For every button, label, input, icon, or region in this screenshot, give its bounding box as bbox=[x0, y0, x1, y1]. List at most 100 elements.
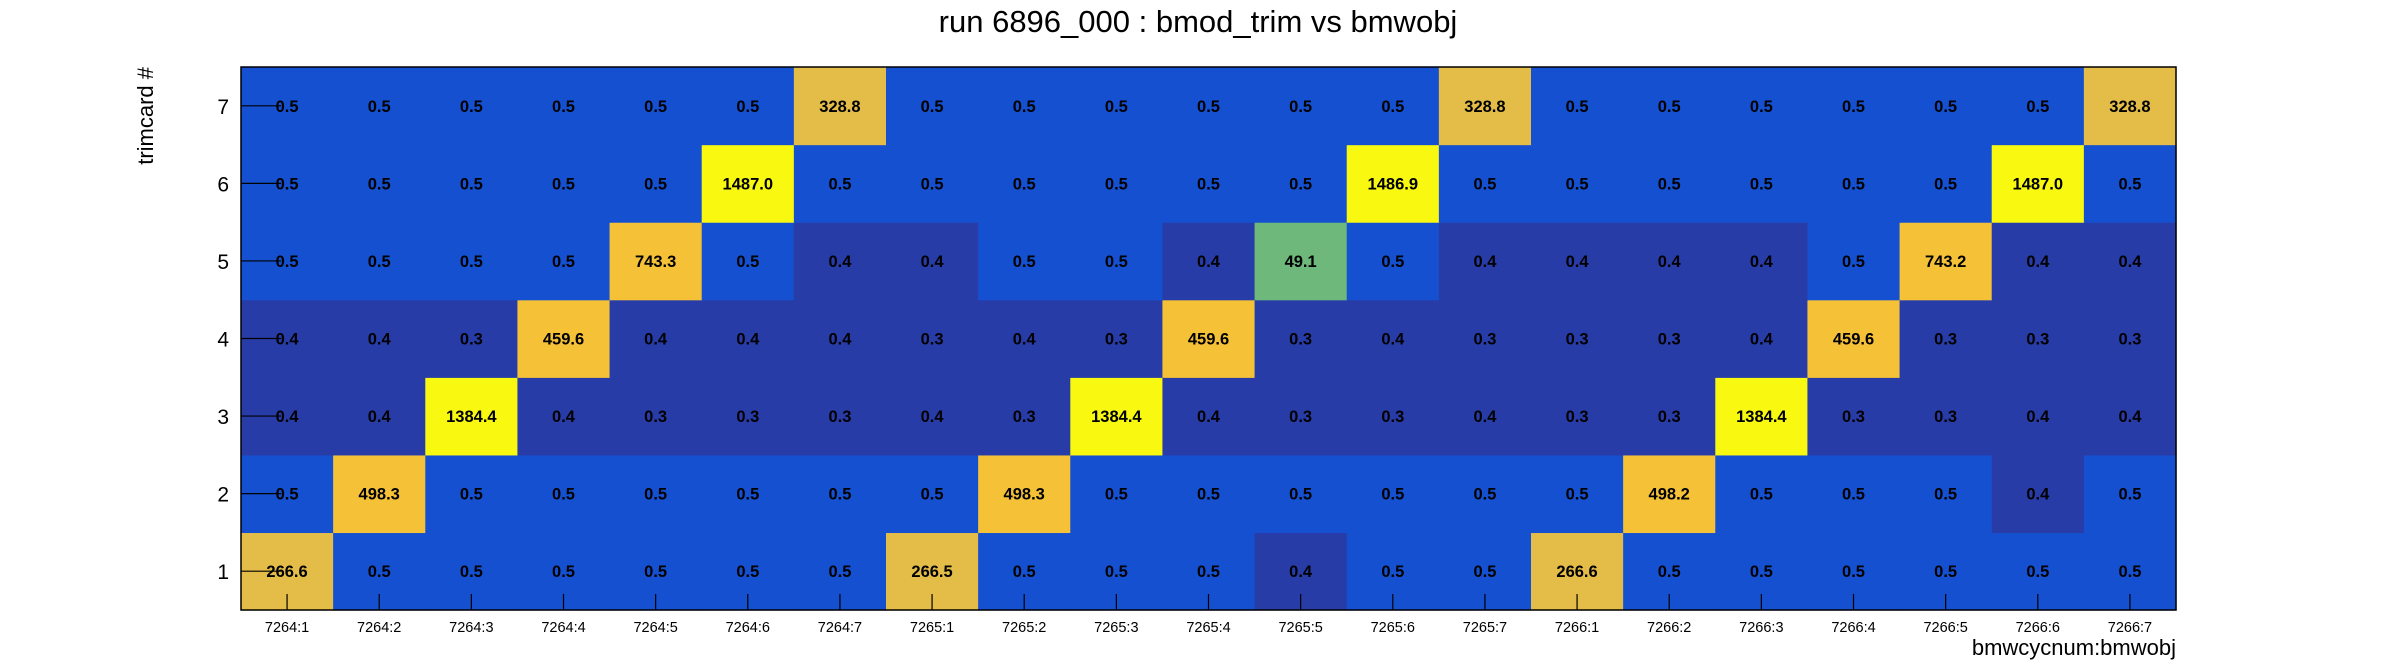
cell-value-label: 0.4 bbox=[2026, 408, 2050, 426]
cell-value-label: 0.4 bbox=[276, 408, 300, 426]
cell-value-label: 0.5 bbox=[644, 563, 667, 581]
heatmap-cell bbox=[1070, 144, 1164, 223]
heatmap-cell bbox=[1070, 454, 1164, 534]
cell-value-label: 0.5 bbox=[1473, 563, 1496, 581]
chart-title: run 6896_000 : bmod_trim vs bmwobj bbox=[939, 4, 1458, 39]
cell-value-label: 0.5 bbox=[828, 175, 851, 193]
heatmap-cell bbox=[425, 222, 519, 301]
cell-value-label: 0.5 bbox=[1105, 486, 1128, 504]
cell-value-label: 0.4 bbox=[921, 408, 945, 426]
cell-value-label: 0.5 bbox=[1934, 486, 1957, 504]
heatmap-cell bbox=[793, 67, 887, 146]
cell-value-label: 0.3 bbox=[1289, 408, 1312, 426]
cell-value-label: 0.5 bbox=[1289, 98, 1312, 116]
cell-value-label: 0.5 bbox=[921, 98, 944, 116]
heatmap-cell bbox=[1531, 299, 1624, 378]
cell-value-label: 0.5 bbox=[1197, 175, 1220, 193]
heatmap-cell bbox=[517, 222, 611, 301]
cell-value-label: 0.5 bbox=[1658, 98, 1681, 116]
heatmap-cell bbox=[517, 454, 611, 534]
cell-value-label: 0.5 bbox=[1381, 253, 1404, 271]
cell-value-label: 0.5 bbox=[1658, 175, 1681, 193]
cell-value-label: 498.3 bbox=[359, 486, 400, 504]
heatmap-cell bbox=[1899, 299, 1993, 378]
cell-value-label: 743.3 bbox=[635, 253, 676, 271]
cell-value-label: 1487.0 bbox=[723, 175, 773, 193]
heatmap-cell bbox=[1807, 454, 1901, 534]
y-tick-label: 7 bbox=[217, 96, 229, 119]
x-tick-label: 7264:3 bbox=[449, 620, 493, 636]
cell-value-label: 0.4 bbox=[1013, 331, 1037, 349]
cell-value-label: 0.5 bbox=[1381, 98, 1404, 116]
heatmap-cell bbox=[1623, 299, 1716, 378]
cell-value-label: 0.4 bbox=[1473, 253, 1497, 271]
cell-value-label: 0.4 bbox=[736, 331, 760, 349]
heatmap-cell bbox=[1807, 144, 1901, 223]
heatmap-cell bbox=[978, 377, 1071, 456]
cell-value-label: 0.3 bbox=[1566, 331, 1589, 349]
heatmap-cell bbox=[2083, 144, 2177, 223]
cell-value-label: 743.2 bbox=[1925, 253, 1966, 271]
cell-value-label: 0.5 bbox=[552, 253, 575, 271]
x-axis-label: bmwcycnum:bmwobj bbox=[1972, 635, 2176, 660]
heatmap-cell bbox=[1346, 377, 1440, 456]
x-tick-label: 7265:6 bbox=[1371, 620, 1415, 636]
cell-value-label: 0.5 bbox=[460, 486, 483, 504]
cell-value-label: 0.5 bbox=[2026, 98, 2049, 116]
heatmap-cell bbox=[793, 144, 887, 223]
heatmap-cell bbox=[793, 299, 887, 378]
cell-value-label: 0.5 bbox=[736, 253, 759, 271]
cell-value-label: 0.5 bbox=[1842, 98, 1865, 116]
heatmap-cell bbox=[1899, 222, 1993, 301]
heatmap-cell bbox=[2083, 299, 2177, 378]
heatmap-cell bbox=[1991, 222, 2085, 301]
cell-value-label: 0.5 bbox=[2026, 563, 2049, 581]
heatmap-cell bbox=[609, 67, 703, 146]
heatmap-cell bbox=[517, 144, 611, 223]
cell-value-label: 0.4 bbox=[368, 408, 392, 426]
cell-value-label: 0.5 bbox=[460, 175, 483, 193]
cell-value-label: 0.5 bbox=[1750, 175, 1773, 193]
y-tick-label: 1 bbox=[217, 561, 229, 584]
cell-value-label: 459.6 bbox=[1188, 331, 1229, 349]
heatmap-cell bbox=[333, 144, 426, 223]
cell-value-label: 0.5 bbox=[1013, 98, 1036, 116]
cell-value-label: 0.3 bbox=[736, 408, 759, 426]
heatmap-cell bbox=[1438, 67, 1532, 146]
cell-value-label: 0.4 bbox=[1750, 253, 1774, 271]
heatmap-cell bbox=[1162, 377, 1256, 456]
cell-value-label: 0.5 bbox=[828, 563, 851, 581]
heatmap-cell bbox=[1162, 144, 1256, 223]
cell-value-label: 0.4 bbox=[921, 253, 945, 271]
heatmap-cell bbox=[1991, 377, 2085, 456]
cell-value-label: 0.5 bbox=[1197, 486, 1220, 504]
heatmap-cell bbox=[1807, 377, 1901, 456]
cell-value-label: 0.5 bbox=[1197, 563, 1220, 581]
x-tick-label: 7264:2 bbox=[357, 620, 401, 636]
heatmap-cell bbox=[1346, 222, 1440, 301]
cell-value-label: 1384.4 bbox=[1091, 408, 1142, 426]
heatmap-cell bbox=[978, 144, 1071, 223]
cell-value-label: 0.5 bbox=[1289, 175, 1312, 193]
heatmap-cell bbox=[886, 144, 979, 223]
x-tick-label: 7264:5 bbox=[633, 620, 677, 636]
cell-value-label: 0.5 bbox=[1934, 563, 1957, 581]
cell-value-label: 0.5 bbox=[644, 175, 667, 193]
cell-value-label: 0.5 bbox=[1750, 486, 1773, 504]
heatmap-cell bbox=[1899, 454, 1993, 534]
heatmap-cell bbox=[333, 377, 426, 456]
heatmap-cell bbox=[1254, 222, 1348, 301]
heatmap-cell bbox=[1438, 377, 1532, 456]
cell-labels: 266.6 0.5 0.5 0.5 0.5 0.5 0.5 266.5 0.5 0.5 0.5 0.4… bbox=[266, 98, 2150, 581]
cell-value-label: 0.5 bbox=[1473, 175, 1496, 193]
heatmap-cell bbox=[1807, 299, 1901, 378]
heatmap-cell bbox=[1438, 222, 1532, 301]
cell-value-label: 0.4 bbox=[1289, 563, 1313, 581]
cell-value-label: 0.4 bbox=[2118, 408, 2142, 426]
heatmap-cell bbox=[701, 299, 795, 378]
heatmap-cell bbox=[333, 454, 426, 534]
heatmap-cell bbox=[1162, 222, 1256, 301]
cell-value-label: 0.5 bbox=[368, 175, 391, 193]
cell-value-label: 0.3 bbox=[1473, 331, 1496, 349]
